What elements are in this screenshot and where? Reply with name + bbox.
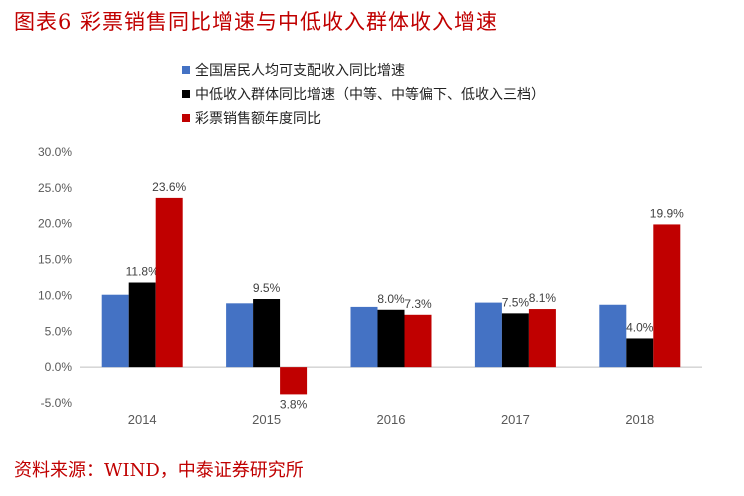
legend-swatch <box>182 114 190 122</box>
data-label: 7.5% <box>502 295 530 309</box>
legend-item-income-all: 全国居民人均可支配收入同比增速 <box>182 58 545 82</box>
x-tick-label: 2016 <box>377 412 406 427</box>
bar <box>253 299 281 368</box>
data-label: 11.8% <box>126 265 159 279</box>
x-tick-label: 2014 <box>128 412 157 427</box>
y-tick-label: 20.0% <box>38 217 72 231</box>
data-label: 8.0% <box>377 292 405 306</box>
legend-label: 中低收入群体同比增速（中等、中等偏下、低收入三档） <box>195 87 545 103</box>
bar <box>626 338 654 368</box>
bar <box>404 314 432 368</box>
bar <box>501 313 529 368</box>
bar <box>226 303 254 368</box>
y-tick-label: 10.0% <box>38 288 72 302</box>
y-tick-label: 0.0% <box>45 360 73 374</box>
legend-swatch <box>182 90 190 98</box>
data-label: 7.3% <box>404 297 432 311</box>
data-label: 19.9% <box>650 206 684 220</box>
chart-legend: 全国居民人均可支配收入同比增速 中低收入群体同比增速（中等、中等偏下、低收入三档… <box>182 58 545 130</box>
bar <box>155 197 183 368</box>
source-note: 资料来源：WIND，中泰证券研究所 <box>14 460 304 481</box>
y-tick-label: 5.0% <box>45 324 73 338</box>
y-tick-label: 15.0% <box>38 253 72 267</box>
data-label: 8.1% <box>529 291 557 305</box>
data-label: 4.0% <box>626 320 654 334</box>
bar <box>280 367 308 395</box>
figure-title: 图表6 彩票销售同比增速与中低收入群体收入增速 <box>14 10 499 34</box>
bar <box>474 302 502 368</box>
legend-label: 彩票销售额年度同比 <box>195 111 321 127</box>
legend-item-lottery: 彩票销售额年度同比 <box>182 106 545 130</box>
data-label: 23.6% <box>152 180 186 194</box>
data-label: 9.5% <box>253 281 281 295</box>
bar <box>528 309 556 368</box>
legend-swatch <box>182 66 190 74</box>
data-label: 3.8% <box>280 397 308 411</box>
bar <box>377 309 405 368</box>
bar <box>653 224 681 368</box>
y-tick-label: 25.0% <box>38 181 72 195</box>
bar <box>350 306 378 368</box>
x-tick-label: 2017 <box>501 412 530 427</box>
x-tick-label: 2015 <box>252 412 281 427</box>
x-tick-label: 2018 <box>625 412 654 427</box>
legend-item-income-low: 中低收入群体同比增速（中等、中等偏下、低收入三档） <box>182 82 545 106</box>
y-tick-label: -5.0% <box>41 396 73 410</box>
legend-label: 全国居民人均可支配收入同比增速 <box>195 63 405 79</box>
bar <box>101 294 129 368</box>
bar <box>599 304 627 368</box>
y-tick-label: 30.0% <box>38 145 72 159</box>
bar <box>128 282 156 368</box>
